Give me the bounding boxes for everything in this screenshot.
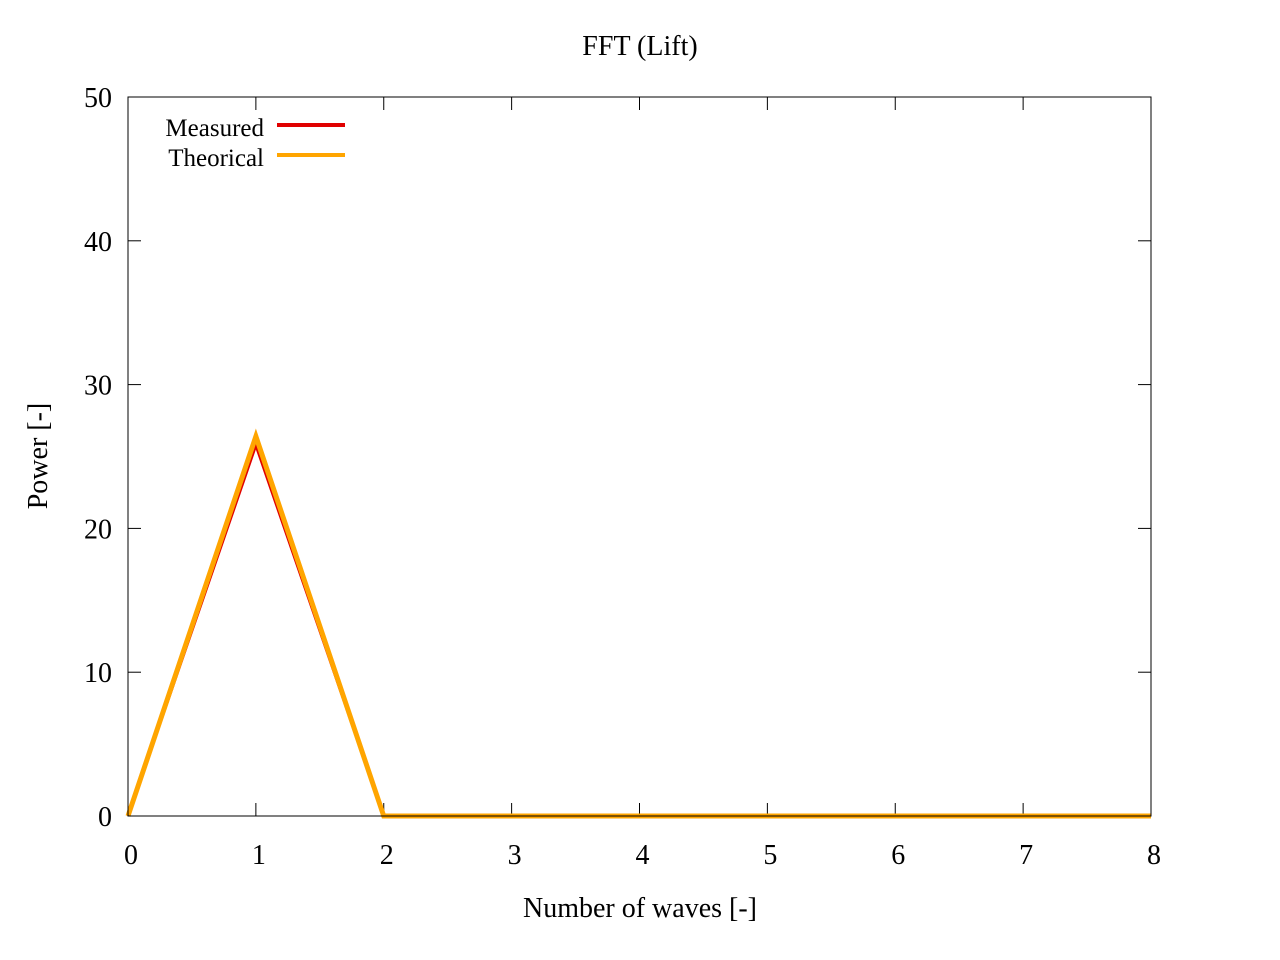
x-axis-label: Number of waves [-] [523, 893, 757, 924]
legend-label-theorical: Theorical [168, 145, 264, 172]
y-tick-label-1: 10 [84, 658, 112, 689]
y-tick-label-3: 30 [84, 371, 112, 402]
x-tick-label-3: 3 [508, 840, 522, 871]
x-tick-label-0: 0 [124, 840, 138, 871]
y-tick-label-4: 40 [84, 227, 112, 258]
y-tick-label-0: 0 [98, 802, 112, 833]
x-tick-label-2: 2 [380, 840, 394, 871]
y-tick-label-2: 20 [84, 514, 112, 545]
y-axis-label: Power [-] [23, 403, 54, 510]
chart-title: FFT (Lift) [582, 31, 697, 62]
x-tick-label-6: 6 [891, 840, 905, 871]
x-tick-label-5: 5 [763, 840, 777, 871]
legend-label-measured: Measured [165, 115, 264, 142]
y-tick-label-5: 50 [84, 83, 112, 114]
legend: Measured Theorical [165, 115, 345, 172]
x-tick-label-4: 4 [636, 840, 650, 871]
x-tick-label-7: 7 [1019, 840, 1033, 871]
x-tick-label-8: 8 [1147, 840, 1161, 871]
plot-frame [127, 96, 1152, 817]
y-tick-labels: 0 10 20 30 40 50 [84, 83, 112, 833]
x-tick-label-1: 1 [252, 840, 266, 871]
x-tick-labels: 0 1 2 3 4 5 6 7 8 [124, 840, 1161, 871]
